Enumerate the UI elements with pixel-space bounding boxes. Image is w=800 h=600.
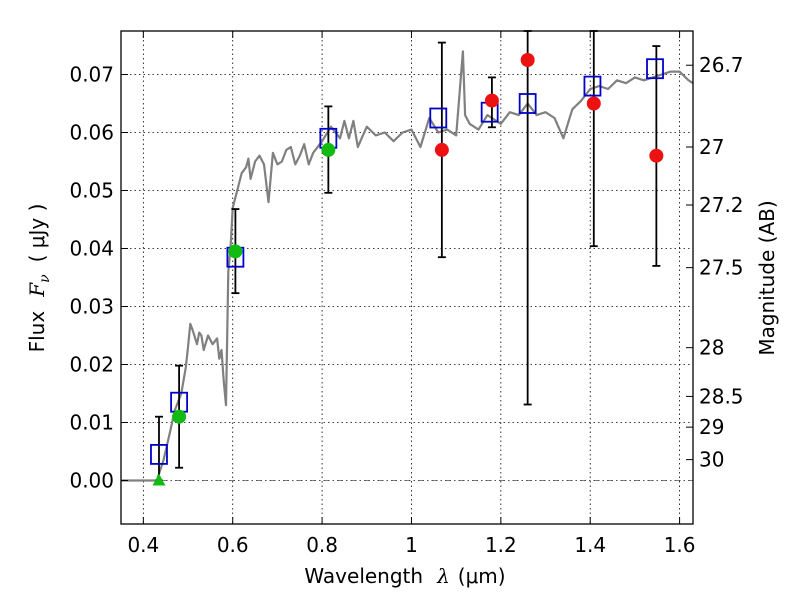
model-photometry-square (429, 107, 448, 129)
detection-point (172, 409, 187, 424)
y-tick-label: 0.03 (69, 295, 114, 319)
detection-point (434, 142, 449, 157)
y-tick-label: 0.02 (69, 353, 114, 377)
x-tick-label: 1.2 (485, 533, 517, 557)
y-tick-label: 0.05 (69, 179, 114, 203)
y2-axis-title: Magnitude (AB) (755, 200, 779, 355)
x-tick-label: 0.6 (217, 533, 249, 557)
y2-tick-label: 27.5 (699, 256, 744, 280)
non-detection-triangle (152, 473, 166, 486)
y-tick-label: 0.07 (69, 63, 114, 87)
plot-frame (120, 30, 694, 525)
model-photometry-square (150, 443, 168, 465)
model-photometry-square (646, 58, 664, 80)
model-photometry-square (518, 93, 537, 114)
detection-point (649, 148, 664, 163)
y2-tick-label: 28.5 (699, 384, 744, 408)
detection-point (484, 93, 499, 108)
marker-layer (150, 53, 664, 486)
y-tick-label: 0.00 (69, 469, 114, 493)
y2-tick-label: 27.2 (699, 193, 744, 217)
y2-tick-label: 29 (699, 415, 724, 439)
x-tick-label: 1.4 (574, 533, 606, 557)
y2-tick-label: 26.7 (699, 53, 744, 77)
y-tick-label: 0.01 (69, 411, 114, 435)
y2-tick-label: 30 (699, 448, 724, 472)
y-axis-title: FluxFν( μJy ) (25, 204, 53, 353)
tick-layer: 0.4 0.6 0.8 1 1.2 1.4 1.6 0.00 0.01 0.02 0.03 0.04 0… (69, 31, 744, 557)
x-axis-title: Wavelength λ (μm) (304, 564, 505, 588)
x-tick-label: 1.6 (664, 533, 696, 557)
grid (121, 31, 693, 524)
model-photometry-square (583, 75, 602, 97)
x-tick-label: 0.8 (306, 533, 338, 557)
y2-tick-label: 28 (699, 336, 724, 360)
detection-point (586, 96, 601, 111)
x-tick-label: 1 (405, 533, 418, 557)
detection-point (321, 142, 336, 157)
detection-point (228, 244, 243, 259)
y-tick-label: 0.06 (69, 121, 114, 145)
detection-point (520, 53, 535, 67)
x-tick-label: 0.4 (127, 533, 159, 557)
y2-tick-label: 27 (699, 135, 724, 159)
y-tick-label: 0.04 (69, 237, 114, 261)
